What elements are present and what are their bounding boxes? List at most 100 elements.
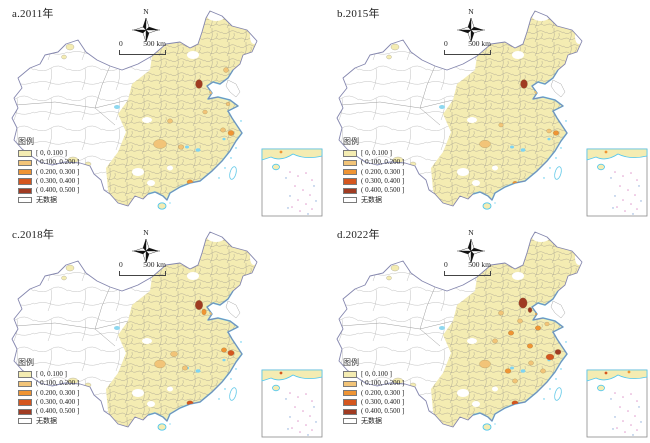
map-patch	[167, 118, 173, 124]
inset-reef-dot	[311, 429, 313, 431]
inset-reef-dot	[636, 179, 638, 181]
inset-reef-dot	[630, 424, 632, 426]
legend-swatch	[343, 178, 357, 185]
map-patch	[223, 67, 229, 73]
scale-bar: 0 500 km	[444, 40, 491, 55]
map-patch	[535, 325, 541, 331]
legend-item: 无数据	[343, 416, 404, 425]
scale-zero-label: 0	[444, 260, 448, 269]
legend-swatch	[343, 408, 357, 416]
legend-label: ( 0.400, 0.500 ]	[361, 407, 405, 416]
map-patches-layer	[153, 67, 235, 185]
inset-reef-dot	[636, 400, 638, 402]
inset-reef-dot	[294, 406, 296, 408]
map-patch	[178, 144, 184, 150]
legend-title: 图例	[18, 137, 34, 146]
inset-island-dot	[632, 434, 634, 436]
scale-bar-line	[119, 270, 166, 276]
legend-swatch	[18, 417, 32, 425]
inset-reef-dot	[622, 396, 624, 398]
inset-reef-dot	[622, 199, 624, 201]
inset-islands-layer	[604, 150, 642, 215]
legend-item: ( 0.300, 0.400 ]	[18, 177, 79, 186]
inset-reef-dot	[616, 427, 618, 429]
legend-swatch	[18, 159, 32, 167]
map-patch	[220, 127, 226, 133]
inset-islands-layer	[604, 370, 642, 436]
legend-label: [ 0, 0.100 ]	[361, 370, 392, 379]
legend-item: ( 0.300, 0.400 ]	[343, 398, 404, 407]
legend-item: 无数据	[18, 195, 79, 204]
map-patch	[554, 349, 562, 355]
map-patch	[154, 359, 166, 369]
inset-island-dot	[307, 213, 309, 215]
inset-reef-dot	[305, 203, 307, 205]
inset-reef-dot	[297, 199, 299, 201]
legend-swatch	[18, 187, 32, 195]
legend-item: 无数据	[18, 416, 79, 425]
legend-label: ( 0.400, 0.500 ]	[361, 186, 405, 195]
inset-reef-dot	[305, 424, 307, 426]
legend-swatch	[343, 196, 357, 204]
legend-items: [ 0, 0.100 ]( 0.100, 0.200 ]( 0.200, 0.3…	[343, 149, 404, 205]
legend-label: ( 0.300, 0.400 ]	[36, 177, 80, 186]
map-patch	[498, 310, 504, 316]
inset-highlight-dot	[279, 371, 283, 375]
legend-swatch	[343, 371, 357, 378]
inset-reef-dot	[636, 429, 638, 431]
map-patch	[202, 109, 208, 115]
inset-reef-dot	[289, 392, 291, 394]
scale-zero-label: 0	[119, 260, 123, 269]
inset-reef-dot	[622, 420, 624, 422]
inset-reef-dot	[305, 172, 307, 174]
inset-reef-dot	[291, 427, 293, 429]
legend-items: [ 0, 0.100 ]( 0.100, 0.200 ]( 0.200, 0.3…	[18, 149, 79, 205]
map-patch	[225, 102, 231, 106]
inset-reef-dot	[311, 208, 313, 210]
legend-item: ( 0.100, 0.200 ]	[18, 379, 79, 388]
panel-title-2022: d.2022年	[337, 229, 380, 241]
legend-swatch	[18, 196, 32, 204]
map-patches-layer	[479, 297, 562, 406]
map-patch	[170, 351, 178, 357]
inset-reef-dot	[299, 431, 301, 433]
legend-item: ( 0.400, 0.500 ]	[343, 186, 404, 195]
map-patch	[498, 122, 504, 128]
map-patch	[227, 350, 235, 356]
map-patch	[527, 343, 533, 349]
legend-swatch	[18, 178, 32, 185]
map-patch	[512, 378, 518, 384]
legend-swatch	[343, 399, 357, 406]
map-patch	[517, 318, 523, 324]
scale-distance-label: 500 km	[468, 39, 491, 48]
legend-label: ( 0.400, 0.500 ]	[36, 186, 80, 195]
inset-reef-dot	[299, 210, 301, 212]
inset-reef-dot	[634, 194, 636, 196]
china-map-2022	[325, 221, 650, 443]
inset-island-dot	[287, 428, 289, 430]
inset-island-dot	[289, 416, 291, 418]
inset-island-dot	[614, 195, 616, 197]
scale-bar: 0 500 km	[444, 261, 491, 276]
legend-label: [ 0, 0.100 ]	[361, 149, 392, 158]
legend-swatch	[343, 187, 357, 195]
scale-distance-label: 500 km	[468, 260, 491, 269]
inset-island-dot	[285, 398, 287, 400]
inset-island-dot	[638, 406, 640, 408]
legend-label: 无数据	[36, 416, 57, 425]
inset-islands-layer	[279, 371, 317, 436]
inset-reef-dot	[311, 400, 313, 402]
inset-island-dot	[640, 200, 642, 202]
legend-item: [ 0, 0.100 ]	[18, 370, 79, 379]
legend-swatch	[343, 417, 357, 425]
inset-island-dot	[614, 416, 616, 418]
inset-island-dot	[307, 434, 309, 436]
legend-swatch	[18, 389, 32, 397]
legend-label: ( 0.100, 0.200 ]	[361, 379, 405, 388]
map-patch	[553, 130, 559, 136]
inset-reef-dot	[627, 189, 629, 191]
map-patch	[520, 79, 528, 89]
map-patch	[508, 330, 514, 336]
legend-item: [ 0, 0.100 ]	[343, 149, 404, 158]
